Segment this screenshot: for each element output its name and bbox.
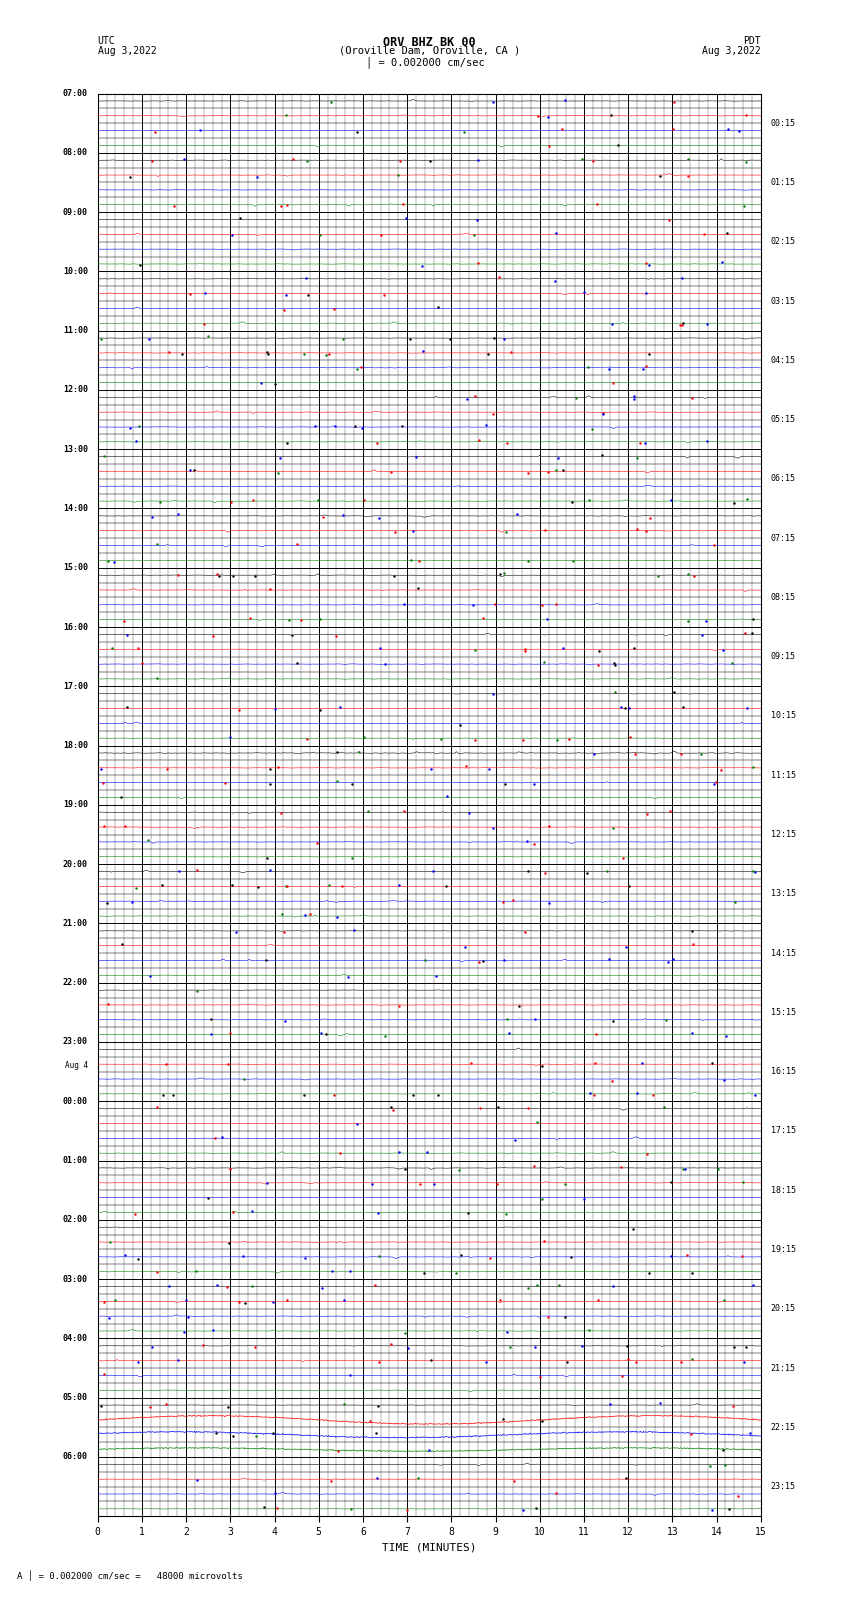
Text: 21:15: 21:15 [771,1363,796,1373]
Text: 02:00: 02:00 [63,1215,88,1224]
Text: 01:15: 01:15 [771,177,796,187]
Text: 12:00: 12:00 [63,386,88,395]
Text: 20:15: 20:15 [771,1305,796,1313]
Text: Aug 4: Aug 4 [65,1061,88,1069]
Text: 16:15: 16:15 [771,1068,796,1076]
Text: 19:00: 19:00 [63,800,88,810]
Text: 13:15: 13:15 [771,889,796,898]
X-axis label: TIME (MINUTES): TIME (MINUTES) [382,1542,477,1552]
Text: 10:15: 10:15 [771,711,796,721]
Text: Aug 3,2022: Aug 3,2022 [702,45,761,56]
Text: 02:15: 02:15 [771,237,796,247]
Text: 00:00: 00:00 [63,1097,88,1107]
Text: 22:00: 22:00 [63,977,88,987]
Text: 15:00: 15:00 [63,563,88,573]
Text: 03:15: 03:15 [771,297,796,305]
Text: 12:15: 12:15 [771,831,796,839]
Text: 11:15: 11:15 [771,771,796,779]
Text: 17:00: 17:00 [63,682,88,690]
Text: 00:15: 00:15 [771,119,796,127]
Text: 06:15: 06:15 [771,474,796,484]
Text: (Oroville Dam, Oroville, CA ): (Oroville Dam, Oroville, CA ) [338,45,520,56]
Text: 09:15: 09:15 [771,652,796,661]
Text: Aug 3,2022: Aug 3,2022 [98,45,156,56]
Text: 05:15: 05:15 [771,415,796,424]
Text: 23:00: 23:00 [63,1037,88,1047]
Text: A │ = 0.002000 cm/sec =   48000 microvolts: A │ = 0.002000 cm/sec = 48000 microvolts [17,1569,243,1581]
Text: 03:00: 03:00 [63,1274,88,1284]
Text: 16:00: 16:00 [63,623,88,632]
Text: 07:15: 07:15 [771,534,796,542]
Text: 18:15: 18:15 [771,1186,796,1195]
Text: 18:00: 18:00 [63,740,88,750]
Text: ORV BHZ BK 00: ORV BHZ BK 00 [383,37,475,50]
Text: 09:00: 09:00 [63,208,88,216]
Text: 17:15: 17:15 [771,1126,796,1136]
Text: 23:15: 23:15 [771,1482,796,1490]
Text: 14:15: 14:15 [771,948,796,958]
Text: 04:00: 04:00 [63,1334,88,1344]
Text: 20:00: 20:00 [63,860,88,869]
Text: 11:00: 11:00 [63,326,88,336]
Text: 01:00: 01:00 [63,1157,88,1165]
Text: 05:00: 05:00 [63,1394,88,1402]
Text: 10:00: 10:00 [63,266,88,276]
Text: 06:00: 06:00 [63,1452,88,1461]
Text: PDT: PDT [743,37,761,47]
Text: 21:00: 21:00 [63,919,88,927]
Text: 22:15: 22:15 [771,1423,796,1432]
Text: 19:15: 19:15 [771,1245,796,1253]
Text: 08:00: 08:00 [63,148,88,158]
Text: │ = 0.002000 cm/sec: │ = 0.002000 cm/sec [366,56,484,68]
Text: UTC: UTC [98,37,116,47]
Text: 13:00: 13:00 [63,445,88,453]
Text: 08:15: 08:15 [771,594,796,602]
Text: 14:00: 14:00 [63,503,88,513]
Text: 07:00: 07:00 [63,89,88,98]
Text: 04:15: 04:15 [771,356,796,365]
Text: 15:15: 15:15 [771,1008,796,1016]
